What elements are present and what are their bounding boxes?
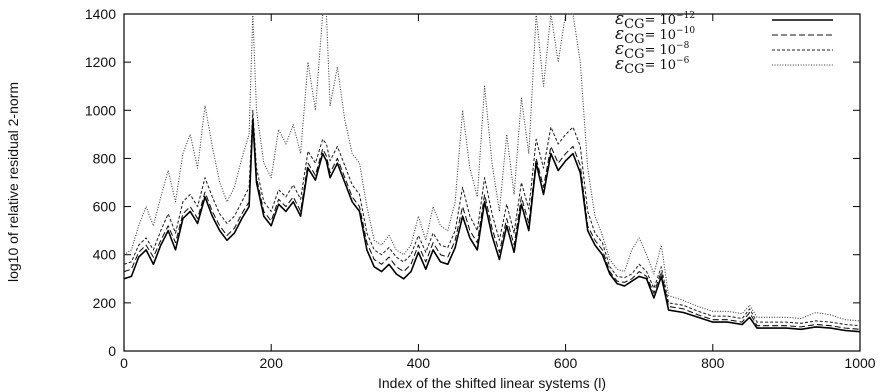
- x-tick-label: 200: [260, 355, 284, 371]
- legend-label: εCG= 10−10: [615, 24, 695, 47]
- x-tick-label: 1000: [844, 355, 875, 371]
- y-tick-label: 1200: [85, 54, 116, 70]
- y-tick-label: 400: [93, 247, 117, 263]
- y-tick-label: 0: [108, 343, 116, 359]
- x-tick-label: 800: [701, 355, 725, 371]
- series-line: [123, 119, 861, 333]
- series-line: [123, 13, 861, 322]
- x-tick-label: 600: [554, 355, 578, 371]
- legend-label: εCG= 10−8: [615, 39, 690, 62]
- y-tick-label: 1000: [85, 102, 116, 118]
- series-line: [123, 116, 861, 330]
- x-tick-label: 0: [120, 355, 128, 371]
- y-axis-label: log10 of relative residual 2-norm: [5, 82, 21, 282]
- y-tick-label: 200: [93, 295, 117, 311]
- series-layer: [123, 13, 861, 333]
- x-axis-ticks: 0 200 400 600 800 1000: [120, 14, 876, 371]
- x-axis-label: Index of the shifted linear systems (l): [378, 375, 606, 391]
- y-tick-label: 600: [93, 199, 117, 215]
- y-axis-ticks: 0 200 400 600 800 1000 1200 1400: [85, 6, 860, 359]
- plot-frame: [123, 13, 861, 352]
- y-tick-label: 1400: [85, 6, 116, 22]
- y-tick-label: 800: [93, 150, 117, 166]
- x-tick-label: 400: [407, 355, 431, 371]
- series-line: [123, 109, 861, 327]
- legend-label: εCG= 10−6: [615, 54, 690, 77]
- legend-label: εCG= 10−12: [615, 9, 695, 32]
